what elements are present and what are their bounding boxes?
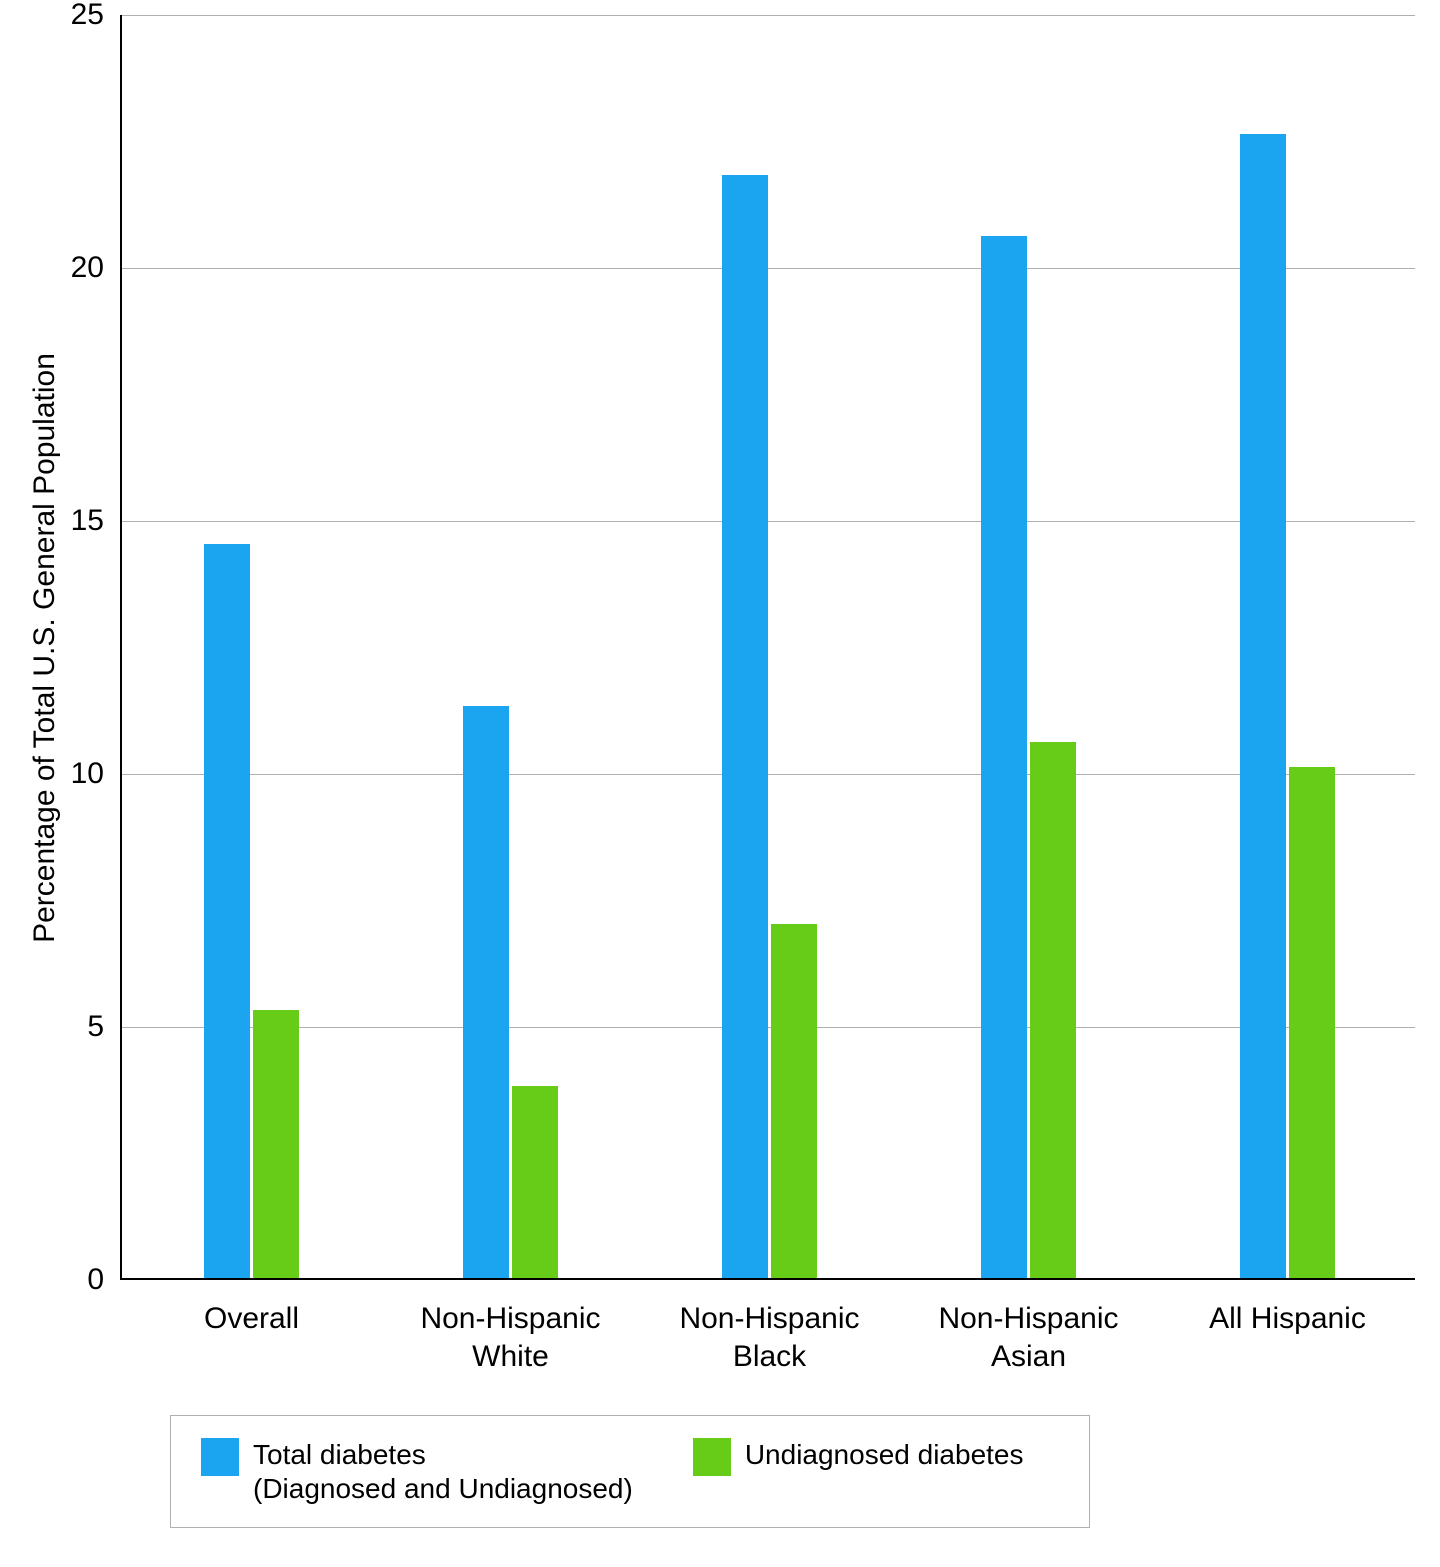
legend-item-total: Total diabetes (Diagnosed and Undiagnose… [201, 1438, 633, 1505]
x-tick-label: Non-Hispanic Asian [899, 1278, 1158, 1375]
bar-undiagnosed [1289, 767, 1334, 1278]
x-tick-label: Overall [122, 1278, 381, 1338]
legend-swatch [693, 1438, 731, 1476]
bars-layer [122, 15, 1415, 1278]
bar-total [463, 706, 508, 1278]
legend-label: Undiagnosed diabetes [745, 1438, 1024, 1472]
y-tick-label: 0 [87, 1263, 122, 1297]
bar-undiagnosed [1030, 742, 1075, 1278]
y-tick-label: 25 [71, 0, 122, 32]
y-tick-label: 15 [71, 504, 122, 538]
y-tick-label: 10 [71, 757, 122, 791]
x-tick-label: All Hispanic [1158, 1278, 1417, 1338]
legend: Total diabetes (Diagnosed and Undiagnose… [170, 1415, 1090, 1528]
bar-undiagnosed [512, 1086, 557, 1278]
y-tick-label: 20 [71, 251, 122, 285]
bar-total [722, 175, 767, 1278]
legend-label: Total diabetes (Diagnosed and Undiagnose… [253, 1438, 633, 1505]
bar-total [204, 544, 249, 1278]
legend-item-undiagnosed: Undiagnosed diabetes [693, 1438, 1024, 1476]
x-tick-label: Non-Hispanic White [381, 1278, 640, 1375]
bar-undiagnosed [253, 1010, 298, 1278]
bar-undiagnosed [771, 924, 816, 1278]
y-axis-label: Percentage of Total U.S. General Populat… [28, 353, 62, 943]
y-tick-label: 5 [87, 1010, 122, 1044]
bar-total [1240, 134, 1285, 1278]
bar-total [981, 236, 1026, 1278]
diabetes-bar-chart: 0510152025OverallNon-Hispanic WhiteNon-H… [0, 0, 1440, 1567]
legend-swatch [201, 1438, 239, 1476]
x-tick-label: Non-Hispanic Black [640, 1278, 899, 1375]
plot-area: 0510152025OverallNon-Hispanic WhiteNon-H… [120, 15, 1415, 1280]
